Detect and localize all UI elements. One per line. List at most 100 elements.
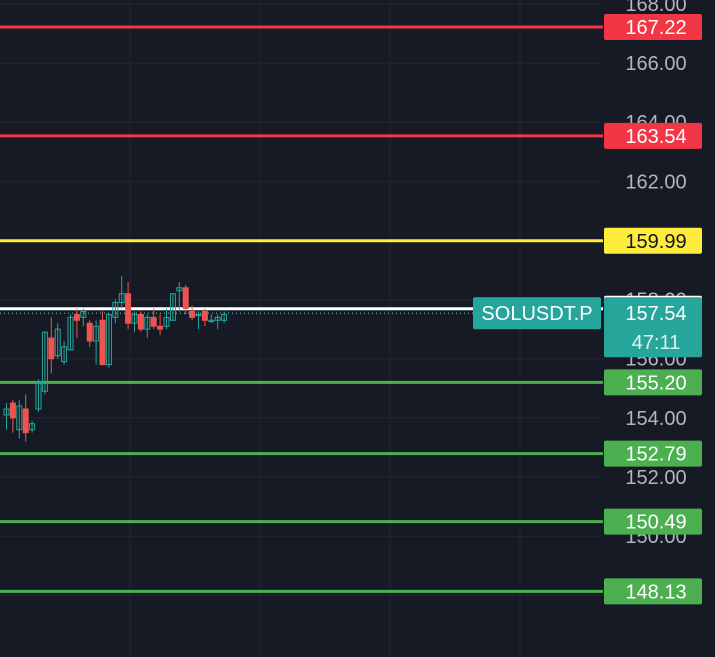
y-tick-label: 166.00 bbox=[625, 53, 686, 75]
candle[interactable] bbox=[112, 299, 119, 324]
candle-body bbox=[93, 325, 100, 342]
candle-body bbox=[189, 310, 196, 318]
level-price-label: 152.79 bbox=[604, 440, 702, 467]
price-labels: 167.22163.54159.99157.69155.20152.79150.… bbox=[473, 14, 702, 605]
candle-body bbox=[176, 287, 183, 292]
candle[interactable] bbox=[41, 331, 48, 395]
candle[interactable] bbox=[221, 311, 228, 324]
candle[interactable] bbox=[176, 281, 183, 312]
candle[interactable] bbox=[93, 320, 100, 365]
candle-body bbox=[169, 293, 176, 321]
candle[interactable] bbox=[163, 308, 170, 330]
level-price-label: 148.13 bbox=[604, 578, 702, 605]
candle-body bbox=[54, 328, 61, 357]
y-tick-label: 154.00 bbox=[625, 408, 686, 430]
candle-body bbox=[16, 405, 23, 431]
level-price-label-bg bbox=[604, 14, 702, 41]
candle[interactable] bbox=[131, 311, 138, 333]
candle-body bbox=[73, 313, 80, 321]
candle-body bbox=[163, 316, 170, 327]
level-price-text: 148.13 bbox=[625, 581, 686, 603]
candle[interactable] bbox=[86, 320, 93, 347]
candle[interactable] bbox=[201, 308, 208, 327]
candle-body bbox=[195, 313, 202, 317]
candle[interactable] bbox=[195, 311, 202, 330]
level-price-label: 163.54 bbox=[604, 122, 702, 149]
candle-body bbox=[9, 402, 16, 419]
candle-body bbox=[137, 313, 144, 330]
level-price-label: 150.49 bbox=[604, 508, 702, 535]
candle-body bbox=[105, 313, 112, 366]
candle[interactable] bbox=[16, 400, 23, 439]
candle-body bbox=[3, 408, 10, 416]
candle[interactable] bbox=[169, 293, 176, 321]
level-price-text: 159.99 bbox=[625, 231, 686, 253]
candle[interactable] bbox=[80, 308, 87, 327]
candle[interactable] bbox=[99, 311, 106, 366]
candle[interactable] bbox=[157, 314, 164, 336]
candle[interactable] bbox=[125, 281, 132, 330]
candle-body bbox=[144, 316, 151, 330]
candle-body bbox=[157, 325, 164, 330]
current-price-badge-bg bbox=[604, 297, 702, 358]
symbol-badge[interactable]: SOLUSDT.P bbox=[473, 297, 601, 330]
level-price-text: 152.79 bbox=[625, 444, 686, 466]
candle[interactable] bbox=[208, 314, 215, 324]
candle-body bbox=[201, 310, 208, 321]
candle[interactable] bbox=[29, 420, 36, 433]
candle-body bbox=[48, 337, 55, 360]
level-price-label-bg bbox=[604, 508, 702, 535]
candle[interactable] bbox=[54, 323, 61, 359]
level-price-label-bg bbox=[604, 369, 702, 396]
candle-body bbox=[99, 319, 106, 366]
candle[interactable] bbox=[105, 313, 112, 368]
level-price-text: 150.49 bbox=[625, 512, 686, 534]
candle-body bbox=[131, 313, 138, 324]
level-price-label-bg bbox=[604, 578, 702, 605]
price-levels[interactable] bbox=[0, 25, 603, 593]
candle-body bbox=[208, 319, 215, 323]
level-price-label-bg bbox=[604, 122, 702, 149]
candle-body bbox=[35, 381, 42, 410]
level-price-label: 167.22 bbox=[604, 14, 702, 41]
candle[interactable] bbox=[35, 379, 42, 412]
candle-body bbox=[41, 331, 48, 392]
candle[interactable] bbox=[73, 308, 80, 339]
candle[interactable] bbox=[182, 284, 189, 315]
candle[interactable] bbox=[9, 400, 16, 433]
symbol-badge-bg bbox=[473, 297, 601, 330]
candle-body bbox=[125, 293, 132, 324]
y-tick-label: 152.00 bbox=[625, 467, 686, 489]
candle[interactable] bbox=[67, 314, 74, 351]
candle[interactable] bbox=[214, 314, 221, 330]
candle-body bbox=[118, 293, 125, 304]
candle[interactable] bbox=[22, 394, 29, 442]
candle-body bbox=[112, 302, 119, 318]
candle[interactable] bbox=[48, 317, 55, 374]
symbol-text: SOLUSDT.P bbox=[481, 303, 592, 325]
level-price-text: 155.20 bbox=[625, 372, 686, 394]
y-tick-label: 162.00 bbox=[625, 171, 686, 193]
candle[interactable] bbox=[61, 340, 68, 365]
candles[interactable] bbox=[3, 275, 228, 442]
y-tick-label: 168.00 bbox=[625, 0, 686, 16]
current-price-badge: 157.54 47:11 bbox=[604, 297, 702, 358]
candle[interactable] bbox=[118, 275, 125, 309]
candle[interactable] bbox=[189, 305, 196, 321]
candle-body bbox=[61, 346, 68, 363]
candle[interactable] bbox=[144, 314, 151, 339]
level-price-text: 163.54 bbox=[625, 126, 686, 148]
countdown-text: 47:11 bbox=[632, 332, 681, 354]
candle-body bbox=[221, 313, 228, 321]
level-price-label: 155.20 bbox=[604, 369, 702, 396]
candle-body bbox=[182, 287, 189, 309]
candle-body bbox=[80, 310, 87, 318]
candle[interactable] bbox=[150, 308, 157, 330]
candle-body bbox=[29, 423, 36, 431]
candle[interactable] bbox=[3, 403, 10, 430]
candle-body bbox=[22, 408, 29, 434]
candle[interactable] bbox=[137, 311, 144, 333]
level-price-label: 159.99 bbox=[604, 227, 702, 254]
